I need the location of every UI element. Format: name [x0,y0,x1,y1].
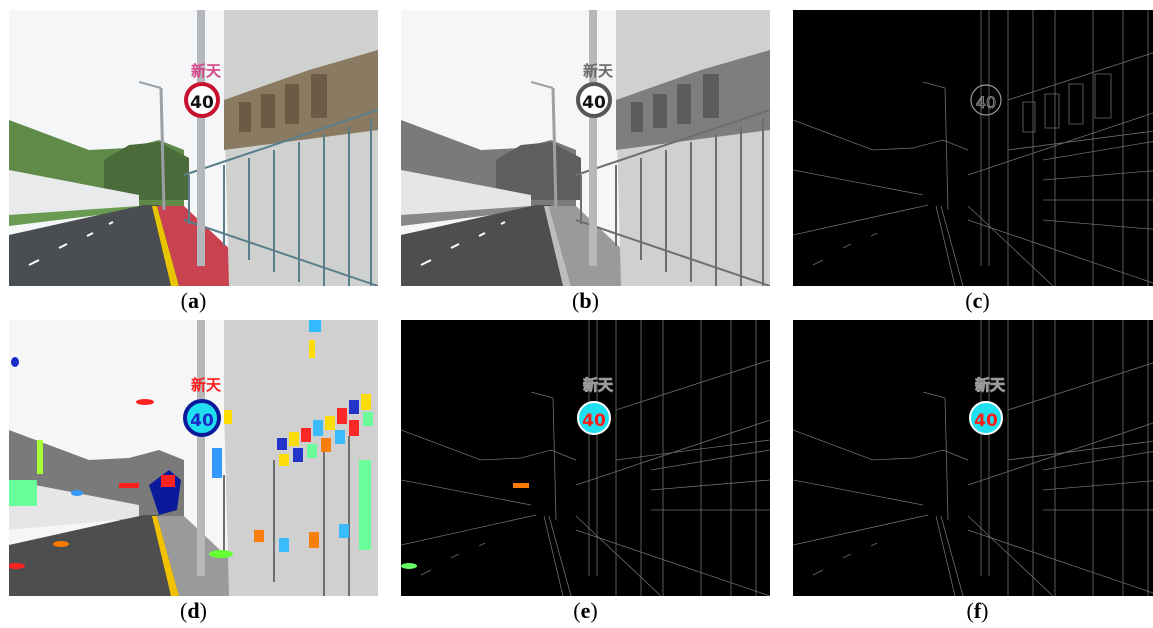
edge-map-with-candidates: 新天 40 [401,320,770,596]
panel-a-original-color: 新天 40 [9,10,378,286]
segmentation-overlay: 新天 40 [9,320,378,596]
caption-e: (e) [573,598,598,623]
caption-d: (d) [180,598,207,623]
speed-limit-text: 40 [582,93,606,113]
street-scene-grayscale: 新天 40 [401,10,770,286]
shop-sign-glyphs: 新天 [191,62,222,80]
speed-limit-text: 40 [582,411,606,431]
shop-sign-glyphs: 新天 [975,376,1006,394]
caption-b: (b) [572,288,599,313]
caption-c: (c) [965,288,990,313]
speed-limit-text: 40 [190,93,214,113]
shop-sign-glyphs: 新天 [583,62,614,80]
edge-map-final: 新天 40 [793,320,1153,596]
shop-sign-glyphs: 新天 [583,376,614,394]
panel-f-final-detection: 新天 40 [793,320,1153,596]
panel-d-color-segmentation: 新天 40 [9,320,378,596]
caption-a: (a) [180,288,207,313]
edge-map: 40 [793,10,1153,286]
speed-limit-text: 40 [974,411,998,431]
shop-sign-glyphs: 新天 [191,376,222,394]
panel-b-grayscale: 新天 40 [401,10,770,286]
panel-e-edge-candidates: 新天 40 [401,320,770,596]
speed-limit-text: 40 [190,411,214,431]
panel-c-edge-map: 40 [793,10,1153,286]
speed-limit-text: 40 [976,93,996,112]
caption-f: (f) [966,598,989,623]
street-scene-color: 新天 40 [9,10,378,286]
